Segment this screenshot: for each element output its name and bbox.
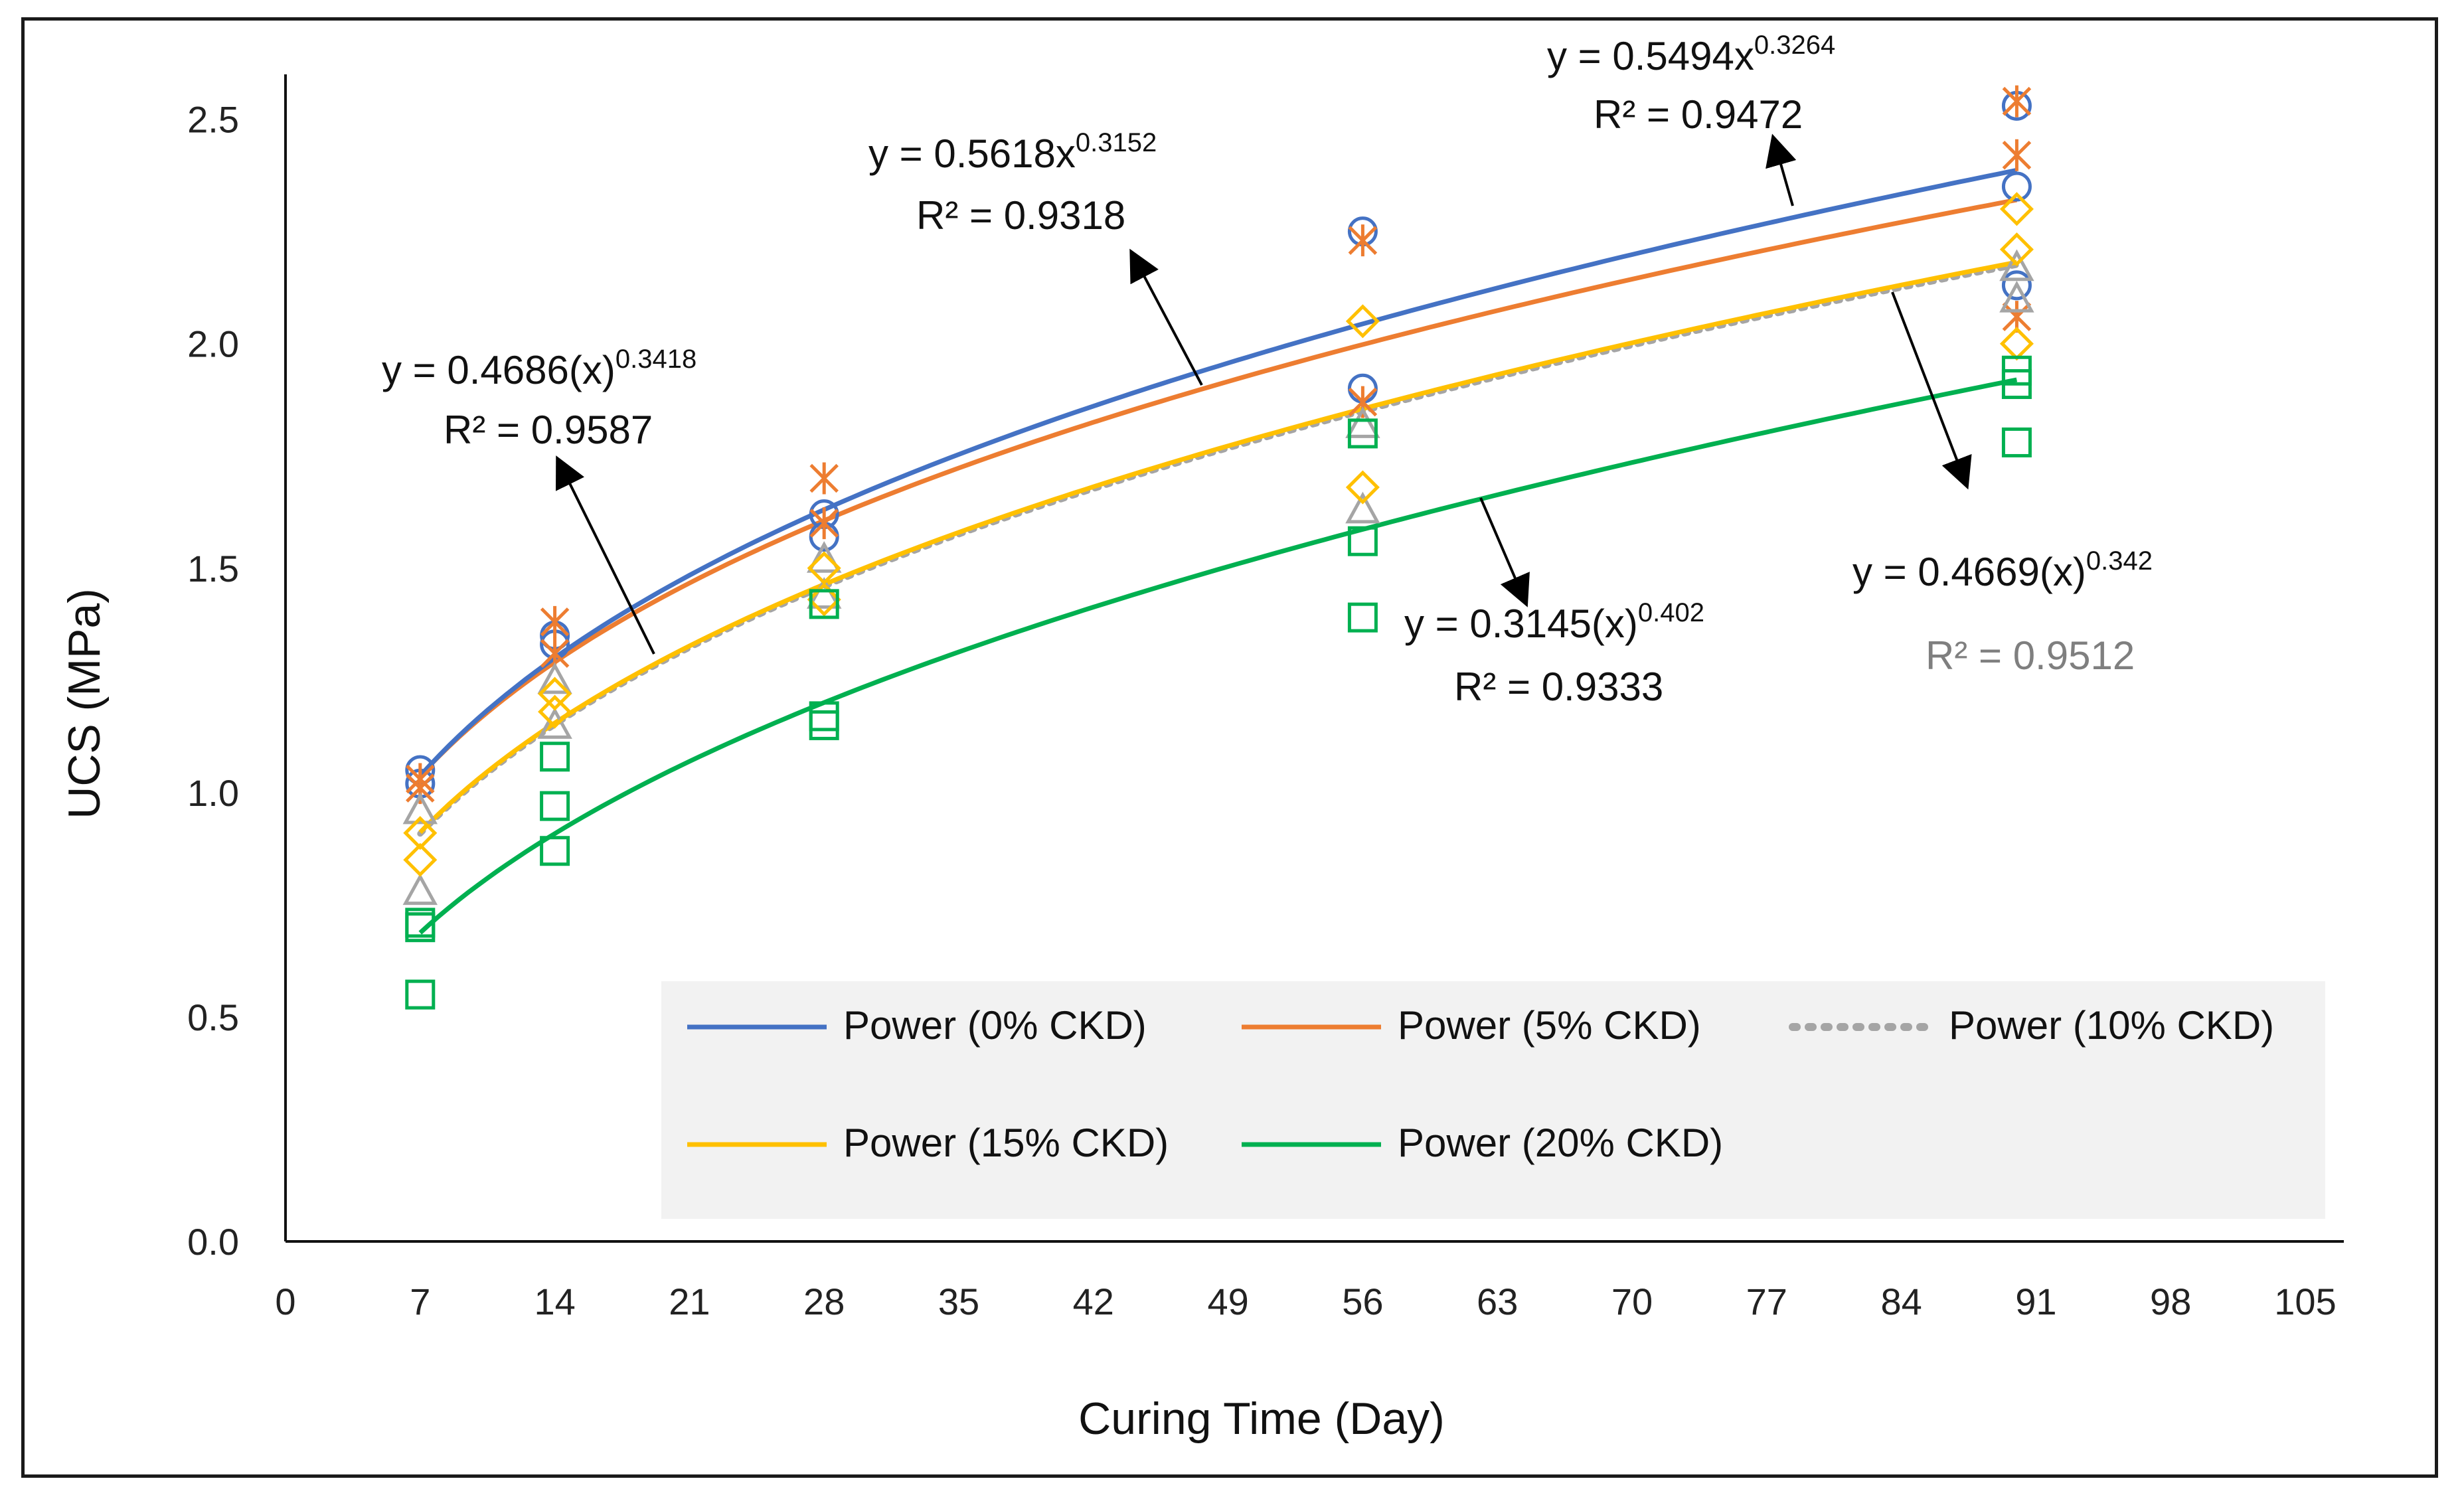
x-tick-label: 98 [2150,1281,2191,1322]
trendline-3 [418,260,2018,834]
eq-15pct: y = 0.4686(x)0.3418 [382,345,697,392]
r2-5pct: R² = 0.9318 [916,193,1125,238]
x-tick-label: 63 [1477,1281,1518,1322]
data-markers [402,85,2034,1010]
data-point-triangle [806,541,842,573]
x-tick-label: 84 [1880,1281,1922,1322]
y-axis-title: UCS (MPa) [59,588,110,819]
y-tick-label: 0.0 [187,1221,239,1263]
legend-label: Power (5% CKD) [1398,1003,1701,1048]
chart-frame [21,17,2438,1478]
arrow-10pct [1891,291,1972,490]
y-tick-label: 0.5 [187,996,239,1038]
data-point-triangle [537,707,572,739]
data-point-square [809,710,839,740]
data-point-square [809,589,839,619]
data-point-circle [2001,171,2032,202]
x-tick-label: 91 [2015,1281,2056,1322]
x-tick-label: 42 [1073,1281,1114,1322]
data-point-diamond [403,842,438,877]
data-point-square [1347,526,1378,556]
data-point-triangle [402,873,438,906]
data-point-square [540,791,570,821]
trendline-0 [418,167,2018,778]
data-point-asterisk [2002,85,2032,118]
arrow-5pct [1129,248,1203,386]
arrow-20pct [1479,497,1530,607]
y-tick-label: 1.0 [187,772,239,814]
data-point-square [1347,602,1378,633]
trendline-1 [418,197,2018,777]
data-point-asterisk [540,605,570,638]
y-tick-label: 1.5 [187,548,239,590]
data-point-diamond [807,582,841,617]
legend-label: Power (10% CKD) [1949,1003,2274,1048]
legend: Power (0% CKD) Power (5% CKD) Power (10% C… [687,1003,2274,1165]
eq-10pct: y = 0.4669(x)0.342 [1852,546,2153,594]
legend-label: Power (15% CKD) [843,1121,1169,1165]
eq-0pct: y = 0.5494x0.3264 [1547,31,1835,78]
legend-label: Power (0% CKD) [843,1003,1147,1048]
r2-15pct: R² = 0.9587 [444,408,653,452]
legend-label: Power (20% CKD) [1398,1121,1723,1165]
data-point-asterisk [1348,224,1378,257]
x-tick-label: 105 [2274,1281,2336,1322]
eq-5pct: y = 0.5618x0.3152 [868,128,1157,176]
y-tick-label: 2.0 [187,323,239,365]
x-tick-label: 56 [1342,1281,1383,1322]
data-point-triangle [1345,406,1380,438]
data-point-triangle [1999,280,2034,313]
arrow-15pct [556,455,655,655]
data-point-asterisk [809,462,839,495]
data-point-asterisk [2002,139,2032,171]
data-point-square [540,742,570,772]
x-tick-label: 21 [669,1281,710,1322]
data-point-diamond [1999,327,2034,361]
data-point-diamond [1999,192,2034,226]
data-point-diamond [538,694,572,729]
x-tick-label: 49 [1207,1281,1248,1322]
x-tick-label: 7 [410,1281,430,1322]
legend-box [661,981,2325,1219]
x-tick-label: 28 [803,1281,845,1322]
r2-0pct: R² = 0.9472 [1594,92,1803,137]
data-point-asterisk [809,507,839,540]
axis-ticks: 0 7 14 21 28 35 42 49 56 63 70 77 84 91 98 105 0.0 0.5 1.0… [187,99,2337,1322]
x-tick-label: 70 [1611,1281,1653,1322]
data-point-square [540,836,570,866]
trendlines [417,167,2020,935]
eq-20pct: y = 0.3145(x)0.402 [1404,598,1704,646]
x-tick-label: 14 [534,1281,575,1322]
x-tick-label: 77 [1746,1281,1787,1322]
data-point-diamond [1999,232,2034,267]
data-point-square [2001,427,2032,457]
r2-20pct: R² = 0.9333 [1454,665,1663,709]
r2-10pct: R² = 0.9512 [1926,633,2135,678]
data-point-triangle [537,662,572,694]
data-point-square [405,912,436,943]
data-point-square [1347,418,1378,449]
annotation-arrows [556,133,1972,655]
arrow-0pct [1766,133,1797,206]
data-point-diamond [1345,304,1380,339]
data-point-triangle [1999,249,2034,281]
data-point-triangle [402,792,438,825]
data-point-diamond [1345,470,1380,505]
trendline-4 [418,377,2018,935]
x-tick-label: 35 [938,1281,979,1322]
x-axis-title: Curing Time (Day) [1078,1393,1445,1444]
data-point-square [2001,369,2032,400]
x-tick-label: 0 [275,1281,295,1322]
data-point-triangle [1345,491,1380,524]
y-tick-label: 2.5 [187,99,239,141]
data-point-circle [2001,270,2032,301]
data-point-square [405,979,436,1010]
data-point-diamond [538,676,572,711]
